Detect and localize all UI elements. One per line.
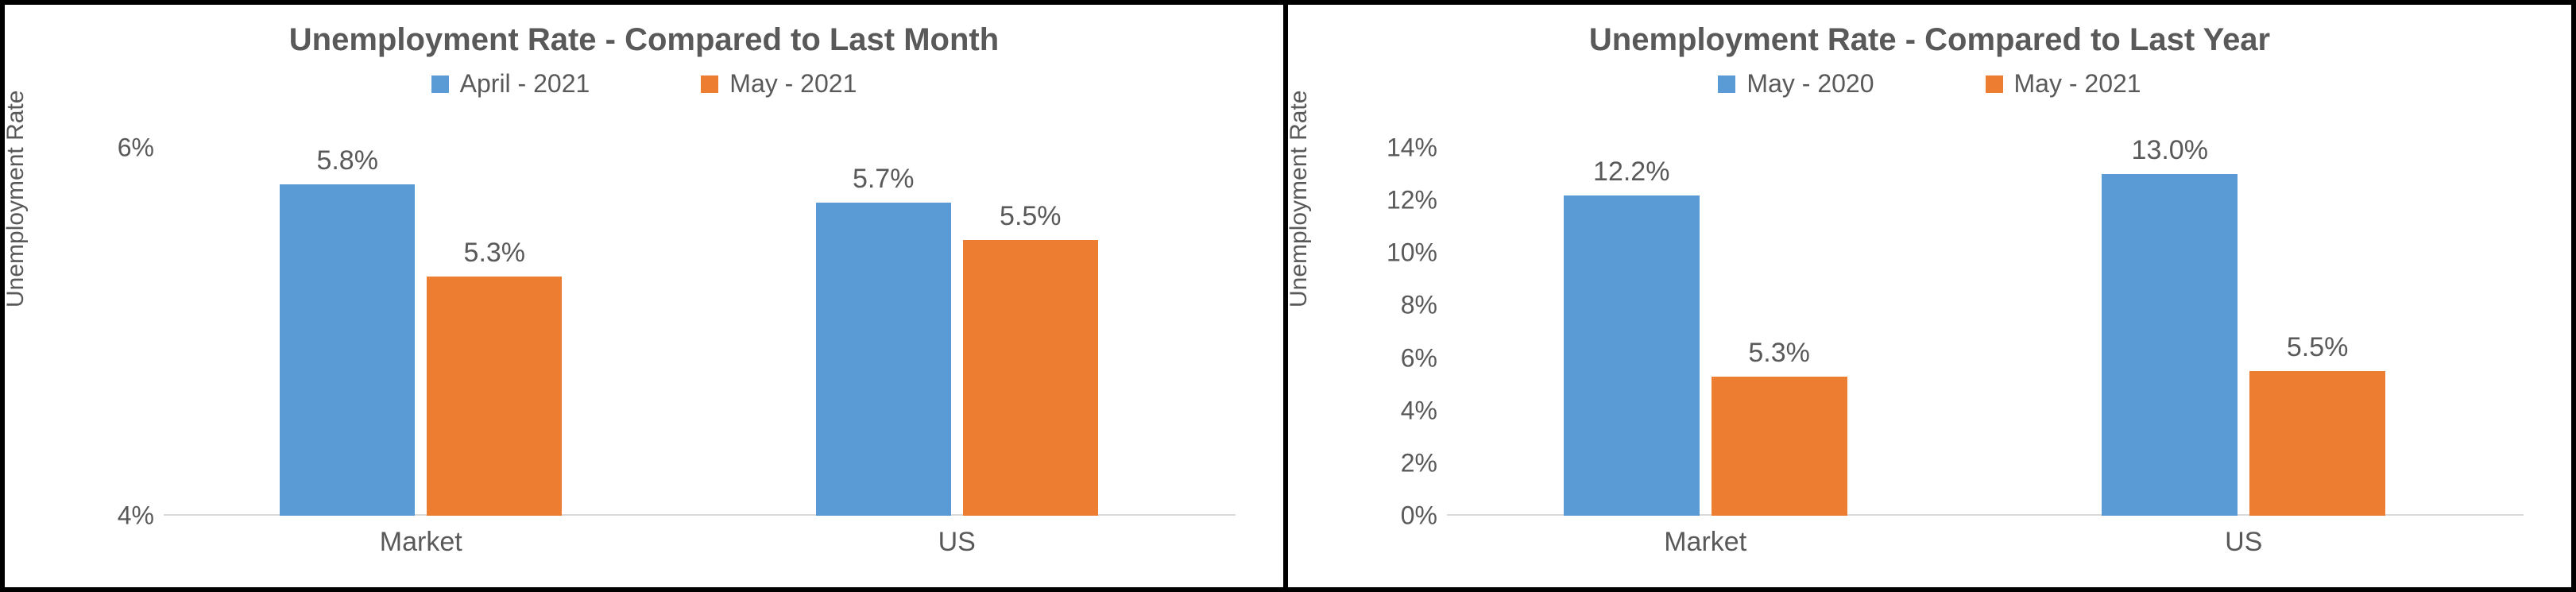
bar-value-label: 5.5% [2249,332,2385,363]
bar: 5.5% [963,240,1098,516]
chart-title: Unemployment Rate - Compared to Last Yea… [1288,5,2571,58]
legend-label: May - 2020 [1746,69,1874,99]
y-axis-label: Unemployment Rate [2,91,29,308]
y-tick-label: 4% [1401,396,1437,425]
category-group: US13.0%5.5% [2093,148,2394,516]
bar: 5.3% [427,277,562,516]
category-label: Market [1664,527,1746,558]
legend-item: May - 2020 [1718,69,1874,99]
y-tick-label: 10% [1387,238,1437,268]
legend-item: May - 2021 [701,69,857,99]
legend-item: April - 2021 [431,69,590,99]
bar-value-label: 5.7% [816,164,951,195]
chart-panel-month: Unemployment Rate - Compared to Last Mon… [0,0,1288,592]
bar: 5.3% [1712,377,1847,516]
category-group: Market12.2%5.3% [1555,148,1856,516]
bar-value-label: 5.3% [1712,338,1847,369]
plot-area: 4%6%Market5.8%5.3%US5.7%5.5% [164,148,1236,516]
category-group: Market5.8%5.3% [271,148,571,516]
bar-value-label: 5.3% [427,238,562,269]
page: Unemployment Rate - Compared to Last Mon… [0,0,2576,592]
plot-inner: 0%2%4%6%8%10%12%14%Market12.2%5.3%US13.0… [1447,148,2524,516]
y-tick-label: 12% [1387,186,1437,215]
y-tick-label: 8% [1401,291,1437,320]
y-tick-label: 2% [1401,448,1437,478]
legend-swatch [1718,75,1735,93]
bar-value-label: 12.2% [1564,157,1700,188]
bar: 5.5% [2249,371,2385,516]
plot-area: 0%2%4%6%8%10%12%14%Market12.2%5.3%US13.0… [1447,148,2524,516]
y-tick-label: 6% [1401,343,1437,373]
chart-title: Unemployment Rate - Compared to Last Mon… [5,5,1283,58]
bar-value-label: 5.5% [963,201,1098,232]
y-tick-label: 6% [118,133,154,163]
legend-item: May - 2021 [1986,69,2141,99]
bar: 12.2% [1564,195,1700,516]
category-label: US [2225,527,2262,558]
y-tick-label: 14% [1387,133,1437,163]
y-tick-label: 4% [118,501,154,531]
y-axis-label: Unemployment Rate [1286,91,1313,308]
bar: 13.0% [2102,174,2238,516]
chart-panel-year: Unemployment Rate - Compared to Last Yea… [1288,0,2576,592]
plot-inner: 4%6%Market5.8%5.3%US5.7%5.5% [164,148,1236,516]
legend-label: May - 2021 [2014,69,2141,99]
y-tick-label: 0% [1401,501,1437,531]
category-group: US5.7%5.5% [806,148,1107,516]
category-label: Market [380,527,462,558]
legend-swatch [431,75,449,93]
category-label: US [938,527,976,558]
bar: 5.8% [280,184,415,516]
chart-legend: April - 2021 May - 2021 [5,69,1283,99]
bar-value-label: 5.8% [280,145,415,176]
legend-label: April - 2021 [460,69,590,99]
bar: 5.7% [816,203,951,516]
bar-value-label: 13.0% [2102,135,2238,166]
legend-swatch [701,75,718,93]
legend-swatch [1986,75,2003,93]
chart-legend: May - 2020 May - 2021 [1288,69,2571,99]
legend-label: May - 2021 [729,69,857,99]
